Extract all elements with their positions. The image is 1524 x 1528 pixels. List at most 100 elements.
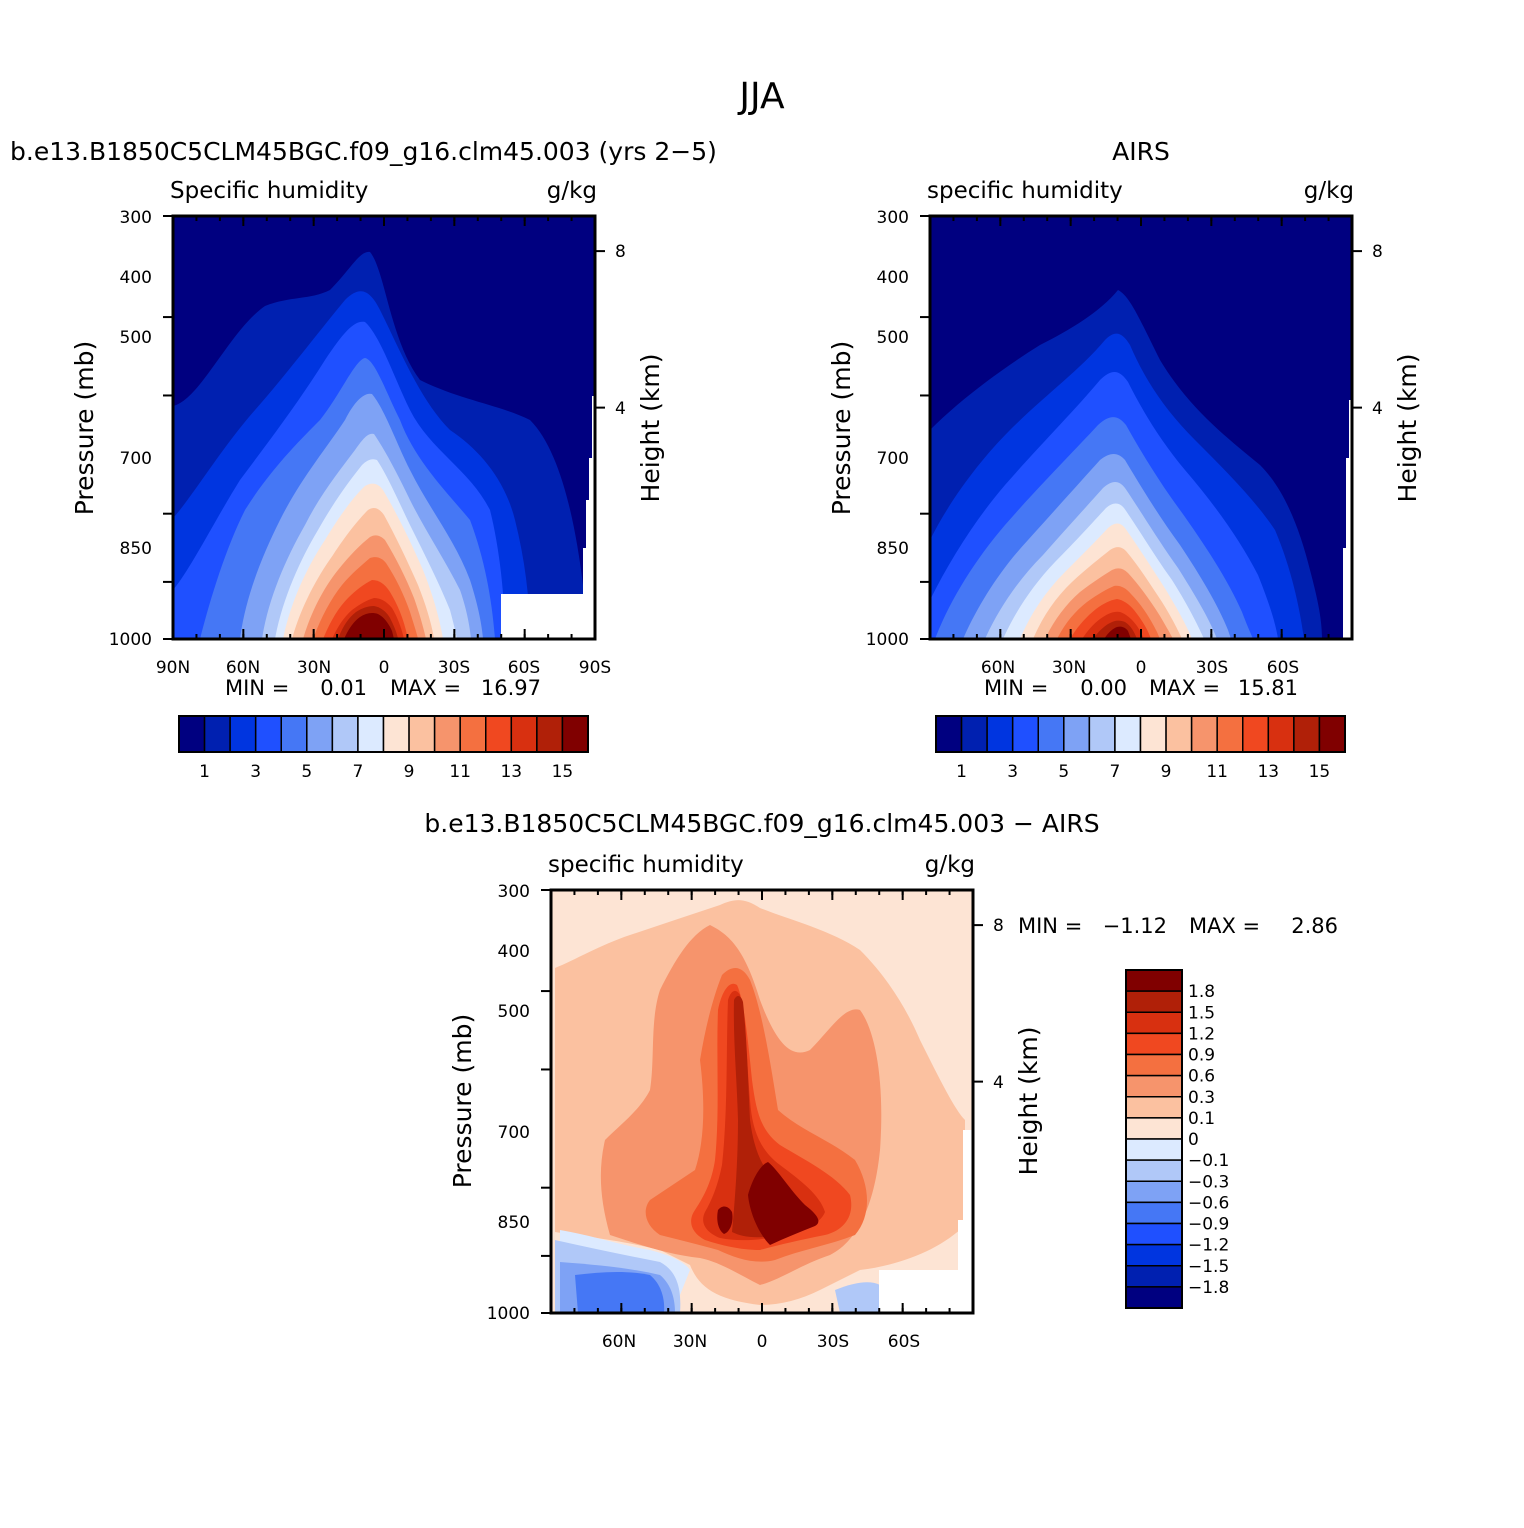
contour-band <box>1104 626 1131 639</box>
colorbar-label: 3 <box>1007 762 1018 782</box>
colorbar-box <box>433 715 461 753</box>
colorbar-box <box>1088 715 1116 753</box>
min-label: MIN = <box>1018 914 1082 938</box>
colorbar-box <box>1125 1201 1183 1225</box>
y-tick-label: 1000 <box>109 630 152 650</box>
x-tick-label: 30S <box>438 658 470 678</box>
y2-tick-label: 4 <box>993 1073 1004 1093</box>
colorbar-box <box>1267 715 1295 753</box>
colorbar-label: −0.6 <box>1188 1193 1229 1213</box>
panel-title: b.e13.B1850C5CLM45BGC.f09_g16.clm45.003 … <box>424 809 1099 838</box>
colorbar-box <box>203 715 231 753</box>
min-value: 0.01 <box>320 676 367 700</box>
max-value: 2.86 <box>1291 914 1338 938</box>
colorbar-box <box>1125 1138 1183 1161</box>
y2-tick-label: 4 <box>1372 399 1383 419</box>
y-tick-label: 700 <box>877 449 909 469</box>
colorbar-label: 1.8 <box>1188 982 1215 1002</box>
colorbar-label: −0.1 <box>1188 1151 1229 1171</box>
panel-model: b.e13.B1850C5CLM45BGC.f09_g16.clm45.003 … <box>10 137 717 782</box>
x-tick-label: 30N <box>673 1332 707 1352</box>
y2-tick-label: 4 <box>615 399 626 419</box>
min-label: MIN = <box>225 676 289 700</box>
colorbar-box <box>1190 715 1218 753</box>
colorbar: 1 3 5 7 9 11 13 15 <box>935 715 1346 782</box>
colorbar-box <box>459 715 487 753</box>
colorbar-label: −0.9 <box>1188 1215 1229 1235</box>
y2-tick-label: 8 <box>1372 242 1383 262</box>
y-tick-label: 500 <box>120 328 152 348</box>
colorbar-box <box>485 715 513 753</box>
x-tick-label: 60S <box>1267 658 1299 678</box>
colorbar-box <box>1318 715 1346 753</box>
panel-variable-label: specific humidity <box>927 178 1123 204</box>
colorbar-label: 5 <box>1058 762 1069 782</box>
colorbar-box <box>1125 1180 1183 1204</box>
x-tick-label: 30N <box>1052 658 1086 678</box>
colorbar-frame <box>935 715 1346 753</box>
y-tick-label: 300 <box>120 208 152 228</box>
contour-field <box>551 890 973 1313</box>
y-axis-label: Pressure (mb) <box>70 341 99 515</box>
colorbar-box <box>986 715 1014 753</box>
x-tick-label: 90N <box>156 658 190 678</box>
y-tick-label: 300 <box>877 208 909 228</box>
colorbar-box <box>254 715 282 753</box>
max-label: MAX = <box>1149 676 1220 700</box>
colorbar-label: 11 <box>1206 762 1228 782</box>
colorbar-label: 0 <box>1188 1130 1199 1150</box>
colorbar-label: 9 <box>1161 762 1172 782</box>
y-tick-label: 500 <box>498 1002 530 1022</box>
x-tick-label: 30S <box>817 1332 849 1352</box>
colorbar-label: 5 <box>301 762 312 782</box>
contour-band <box>703 990 825 1241</box>
colorbar-label: 11 <box>449 762 471 782</box>
contour-field <box>173 216 595 639</box>
colorbar-box <box>1125 1011 1183 1035</box>
colorbar-label: 1.2 <box>1188 1024 1215 1044</box>
colorbar-box <box>1125 1159 1183 1182</box>
colorbar-box <box>1139 715 1167 753</box>
colorbar-box <box>357 715 385 753</box>
panel-title: AIRS <box>1112 137 1170 166</box>
colorbar-label: 1 <box>956 762 967 782</box>
contour-band <box>575 1271 665 1313</box>
colorbar-box <box>331 715 359 753</box>
x-tick-label: 0 <box>1136 658 1147 678</box>
colorbar-box <box>229 715 257 753</box>
colorbar-frame <box>178 715 589 753</box>
contour-band <box>344 613 394 639</box>
colorbar: 1 3 5 7 9 11 13 15 <box>178 715 589 782</box>
main-title: JJA <box>737 76 785 117</box>
x-tick-label: 60N <box>602 1332 636 1352</box>
min-value: 0.00 <box>1080 676 1127 700</box>
colorbar-box <box>1125 1222 1183 1246</box>
colorbar-box <box>1125 1096 1183 1119</box>
colorbar-label: 1 <box>199 762 210 782</box>
colorbar-box <box>561 715 589 753</box>
colorbar-label: −1.5 <box>1188 1257 1229 1277</box>
panel-units-label: g/kg <box>547 178 597 204</box>
colorbar-box <box>1165 715 1193 753</box>
colorbar-box <box>382 715 410 753</box>
min-label: MIN = <box>984 676 1048 700</box>
colorbar-label: 9 <box>404 762 415 782</box>
colorbar-label: 0.1 <box>1188 1109 1215 1129</box>
colorbar-label: 15 <box>1309 762 1331 782</box>
panel-variable-label: Specific humidity <box>170 178 368 204</box>
y2-axis-label: Height (km) <box>636 354 665 503</box>
colorbar-box <box>1125 1117 1183 1140</box>
colorbar-box <box>1216 715 1244 753</box>
colorbar-box <box>510 715 538 753</box>
colorbar-box <box>178 715 206 753</box>
max-value: 15.81 <box>1238 676 1298 700</box>
contour-field <box>930 216 1352 639</box>
panel-airs: AIRS specific humidity g/kg Pressure (mb… <box>827 137 1422 782</box>
axis-ticks <box>163 215 605 640</box>
colorbar-box <box>1125 1074 1183 1098</box>
colorbar-label: 0.9 <box>1188 1046 1215 1066</box>
max-label: MAX = <box>390 676 461 700</box>
colorbar-box <box>935 715 963 753</box>
colorbar-box <box>1293 715 1321 753</box>
missing-data-region <box>879 1130 973 1313</box>
